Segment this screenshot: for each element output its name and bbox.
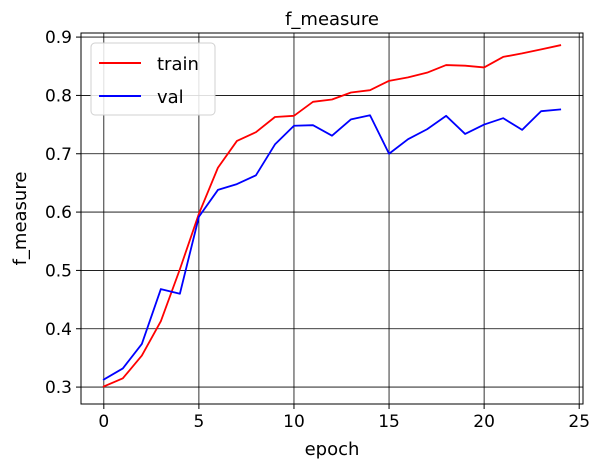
legend: train val: [90, 42, 216, 116]
series-line-val: [102, 108, 562, 381]
x-tick-label: 20: [473, 412, 495, 432]
legend-label-train: train: [157, 54, 199, 75]
legend-label-val: val: [157, 87, 184, 108]
y-tick-label: 0.3: [45, 378, 72, 398]
y-tick-label: 0.6: [45, 203, 72, 223]
y-tick-label: 0.9: [45, 28, 72, 48]
y-tick-label: 0.4: [45, 320, 72, 340]
y-axis-label: f_measure: [10, 172, 31, 266]
y-tick-label: 0.7: [45, 145, 72, 165]
series-line-train: [102, 44, 562, 388]
x-tick-label: 25: [568, 412, 590, 432]
x-tick-label: 5: [193, 412, 204, 432]
x-tick-label: 0: [98, 412, 109, 432]
y-tick-label: 0.5: [45, 261, 72, 281]
x-tick-label: 15: [378, 412, 400, 432]
plot-frame: [80, 32, 584, 405]
x-tick-label: 10: [283, 412, 305, 432]
axes: 0 5 10 15 20 25 0.3 0.4 0.5 0.6 0.7 0.8 0.9: [45, 28, 590, 432]
x-axis-label: epoch: [305, 439, 360, 460]
y-tick-label: 0.8: [45, 86, 72, 106]
chart-title: f_measure: [285, 9, 379, 30]
